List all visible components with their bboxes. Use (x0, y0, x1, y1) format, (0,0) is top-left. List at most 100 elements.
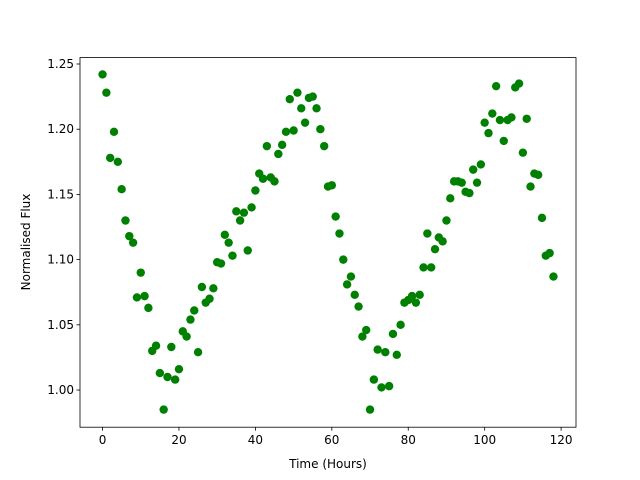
point (132, 293, 142, 302)
point (388, 329, 398, 339)
point (423, 229, 432, 238)
point (144, 303, 153, 313)
point (205, 294, 214, 303)
point (545, 248, 554, 258)
point (438, 237, 447, 246)
point (170, 375, 180, 384)
point (235, 216, 245, 225)
point (251, 186, 260, 195)
point (113, 157, 123, 167)
point (537, 213, 547, 223)
x-tick-label: 100 (473, 433, 496, 447)
point (384, 381, 394, 391)
x-tick-label: 0 (99, 433, 107, 447)
point (430, 244, 440, 254)
point (514, 79, 524, 88)
point (362, 325, 371, 335)
point (155, 368, 165, 378)
point (342, 280, 352, 289)
point (358, 332, 367, 341)
x-axis-label: Time (Hours) (288, 457, 367, 471)
y-axis-label: Normalised Flux (19, 194, 33, 291)
point (331, 212, 340, 221)
point (289, 126, 298, 135)
point (480, 118, 489, 127)
point (190, 306, 199, 315)
point (109, 127, 119, 137)
point (277, 140, 287, 150)
point (392, 350, 401, 360)
point (495, 115, 505, 125)
x-tick-label: 60 (324, 433, 339, 447)
point (373, 345, 382, 354)
point (469, 165, 478, 174)
point (239, 208, 249, 217)
point (163, 372, 172, 382)
point (396, 320, 405, 330)
point (319, 141, 329, 151)
point (476, 160, 486, 169)
point (526, 182, 535, 191)
point (293, 88, 302, 97)
point (484, 128, 493, 138)
point (488, 109, 497, 118)
point (274, 149, 283, 159)
point (457, 178, 466, 187)
point (105, 153, 115, 163)
point (442, 216, 451, 225)
point (209, 284, 218, 293)
point (507, 113, 516, 122)
point (297, 104, 306, 113)
point (549, 272, 558, 281)
point (121, 216, 130, 225)
y-tick-label: 1.05 (47, 318, 74, 332)
point (339, 255, 348, 264)
point (491, 81, 501, 91)
y-tick-label: 1.25 (47, 57, 74, 71)
point (522, 114, 531, 123)
point (407, 291, 417, 301)
point (270, 177, 279, 186)
point (125, 231, 134, 241)
point (499, 136, 508, 146)
point (465, 188, 474, 198)
point (300, 118, 310, 127)
point (327, 181, 337, 190)
point (228, 251, 237, 260)
point (446, 194, 455, 203)
point (354, 302, 363, 311)
point (411, 298, 421, 307)
point (381, 348, 390, 357)
point (151, 341, 161, 350)
y-tick-label: 1.10 (47, 253, 74, 267)
point (186, 315, 195, 324)
point (419, 263, 428, 272)
plot-frame (79, 57, 577, 428)
point (377, 383, 386, 392)
point (285, 95, 294, 104)
point (174, 364, 184, 374)
x-tick-label: 40 (248, 433, 263, 447)
point (518, 148, 528, 157)
point (281, 127, 291, 137)
point (365, 405, 375, 414)
point (243, 246, 252, 255)
point (312, 104, 321, 113)
y-tick-label: 1.15 (47, 187, 74, 201)
point (220, 230, 230, 240)
point (258, 174, 268, 183)
point (193, 348, 203, 357)
x-tick-label: 20 (171, 433, 186, 447)
point (350, 290, 359, 300)
point (167, 342, 176, 352)
point (102, 88, 111, 97)
point (533, 170, 543, 180)
point (128, 238, 138, 247)
point (346, 272, 356, 281)
point (426, 263, 436, 272)
y-tick-label: 1.20 (47, 122, 74, 136)
point (335, 229, 344, 238)
point (224, 238, 233, 247)
